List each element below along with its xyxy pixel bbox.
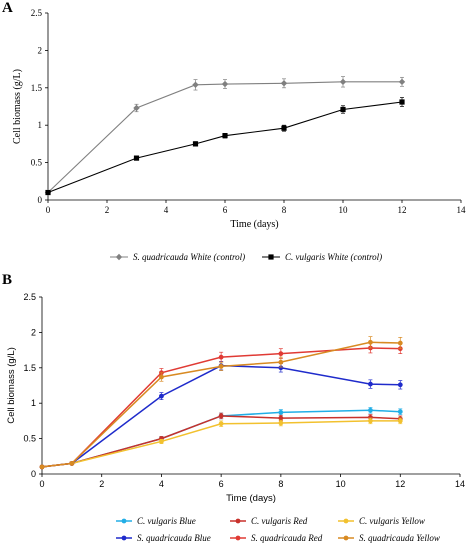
legend-marker xyxy=(343,518,349,524)
data-point xyxy=(398,78,406,86)
data-point xyxy=(159,374,164,380)
x-tick-label: 8 xyxy=(278,479,283,489)
y-tick-label: 2 xyxy=(31,327,36,337)
x-tick-label: 10 xyxy=(339,205,349,215)
y-tick-label: 1 xyxy=(38,120,43,130)
data-point xyxy=(340,106,346,113)
data-point xyxy=(192,141,199,147)
data-point xyxy=(218,421,224,427)
chart-panel-a: 0 2 4 6 8 10 12 14 0 0.5 1 1.5 2 2.5 Time (days) Cell b… xyxy=(12,8,467,262)
y-tick-label: 2.5 xyxy=(23,292,36,302)
data-point xyxy=(133,155,140,161)
legend-marker xyxy=(115,253,123,261)
legend-label: S. quadricauda Blue xyxy=(137,533,211,543)
legend-marker xyxy=(235,518,241,524)
legend-marker xyxy=(121,518,127,524)
y-tick-label: 0 xyxy=(38,195,43,205)
y-tick-label: 1.5 xyxy=(31,83,43,93)
x-tick-label: 0 xyxy=(39,479,44,489)
data-point xyxy=(222,133,228,139)
legend-label: C. vulgaris Red xyxy=(251,516,308,526)
legend-marker xyxy=(235,535,241,541)
x-tick-label: 10 xyxy=(336,479,346,489)
legend-marker xyxy=(268,254,274,260)
panel-label-b: B xyxy=(2,272,13,288)
x-tick-label: 0 xyxy=(46,205,51,215)
y-tick-label: 1.5 xyxy=(23,363,36,373)
data-point xyxy=(221,80,229,88)
legend-marker xyxy=(343,535,349,541)
legend-label: S. quadricauda Yellow xyxy=(359,533,440,543)
data-point xyxy=(397,418,403,424)
data-point xyxy=(278,420,284,426)
series-line-2 xyxy=(41,420,401,468)
panel-label-a: A xyxy=(2,0,13,16)
legend-label: S. quadricauda White (control) xyxy=(133,252,245,262)
data-point xyxy=(278,359,284,365)
data-point xyxy=(133,104,140,112)
data-point xyxy=(281,125,287,131)
x-tick-label: 4 xyxy=(159,479,164,489)
x-tick-label: 8 xyxy=(282,205,287,215)
legend-label: C. vulgaris Blue xyxy=(137,516,196,526)
data-point xyxy=(159,393,164,399)
legend-label: C. vulgaris Yellow xyxy=(359,516,425,526)
data-point xyxy=(69,460,75,466)
data-point xyxy=(368,418,373,424)
y-tick-label: 1 xyxy=(31,398,36,408)
y-tick-label: 2 xyxy=(38,45,43,55)
data-point xyxy=(280,80,288,87)
data-point xyxy=(278,415,284,421)
data-point xyxy=(399,99,405,105)
data-point xyxy=(45,189,51,196)
data-point xyxy=(159,439,164,444)
series-line-1 xyxy=(47,101,403,194)
x-tick-label: 6 xyxy=(223,205,228,215)
data-point xyxy=(39,464,45,470)
data-point xyxy=(339,78,347,86)
data-point xyxy=(368,381,373,387)
y-tick-label: 0.5 xyxy=(31,158,43,168)
data-point xyxy=(368,339,373,345)
data-point xyxy=(368,407,373,413)
x-axis-label: Time (days) xyxy=(230,219,278,230)
data-point xyxy=(218,354,224,360)
x-tick-label: 12 xyxy=(395,479,405,489)
data-point xyxy=(368,414,373,420)
y-axis-label: Cell biomass (g/L) xyxy=(6,347,17,424)
legend-label: C. vulgaris White (control) xyxy=(285,252,382,262)
x-tick-label: 2 xyxy=(105,205,110,215)
data-point xyxy=(218,363,224,369)
y-tick-label: 2.5 xyxy=(31,8,43,18)
x-tick-label: 4 xyxy=(164,205,169,215)
y-tick-label: 0.5 xyxy=(23,434,36,444)
x-axis-label: Time (days) xyxy=(226,493,276,504)
data-point xyxy=(192,81,199,89)
x-tick-label: 14 xyxy=(455,479,465,489)
data-point xyxy=(278,365,284,371)
chart-panel-b: 0 2 4 6 8 10 12 14 0 0.5 1 1.5 2 2.5 Time (days) Cell b… xyxy=(6,292,465,543)
y-tick-label: 0 xyxy=(31,469,36,479)
x-tick-label: 6 xyxy=(219,479,224,489)
x-tick-label: 14 xyxy=(457,205,467,215)
data-point xyxy=(218,413,224,419)
legend-marker xyxy=(121,535,127,541)
data-point xyxy=(397,382,403,388)
legend-label: S. quadricauda Red xyxy=(251,533,323,543)
y-axis-label: Cell biomass (g/L) xyxy=(12,69,23,144)
data-point xyxy=(397,409,403,415)
x-tick-label: 2 xyxy=(99,479,104,489)
x-tick-label: 12 xyxy=(398,205,407,215)
data-point xyxy=(278,351,284,357)
data-point xyxy=(278,410,284,415)
data-point xyxy=(397,340,403,346)
